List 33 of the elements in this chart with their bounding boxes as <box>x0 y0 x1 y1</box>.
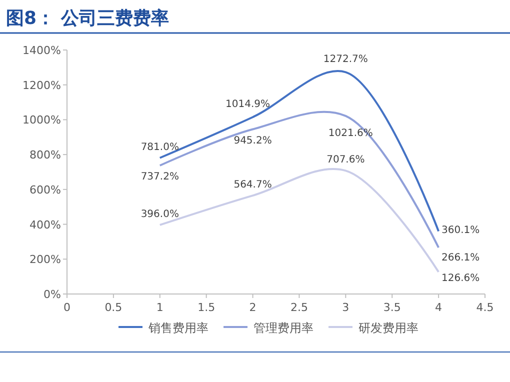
x-tick-label: 3 <box>342 301 350 314</box>
y-tick-label: 200% <box>30 253 61 266</box>
x-tick-label: 3.5 <box>383 301 401 314</box>
x-tick-label: 0.5 <box>104 301 122 314</box>
chart-title: 图8： 公司三费费率 <box>6 8 169 29</box>
y-tick-label: 1400% <box>22 44 61 57</box>
y-tick-label: 800% <box>30 148 61 162</box>
data-label: 126.6% <box>441 272 480 284</box>
y-tick-label: 0% <box>44 288 61 301</box>
legend-label: 研发费用率 <box>358 321 418 335</box>
y-tick-label: 1200% <box>22 78 61 92</box>
data-label: 360.1% <box>441 225 480 236</box>
data-label: 781.0% <box>140 142 179 153</box>
x-tick-label: 4 <box>435 301 442 314</box>
data-label: 945.2% <box>234 135 272 146</box>
x-tick-label: 4.5 <box>476 301 494 314</box>
legend-label: 销售费用率 <box>148 321 208 335</box>
data-label: 1272.7% <box>323 54 368 66</box>
x-tick-label: 2.5 <box>290 301 308 314</box>
data-label: 266.1% <box>441 252 480 264</box>
x-tick-label: 2 <box>249 301 256 314</box>
data-label: 1014.9% <box>226 99 270 110</box>
legend-label: 管理费用率 <box>254 321 314 335</box>
y-tick-label: 600% <box>30 183 61 196</box>
y-tick-label: 400% <box>30 218 61 232</box>
data-label: 707.6% <box>326 154 365 166</box>
x-tick-label: 0 <box>64 301 70 314</box>
data-label: 396.0% <box>140 208 179 220</box>
x-tick-label: 1.5 <box>198 301 216 314</box>
data-label: 737.2% <box>140 172 179 183</box>
y-tick-label: 1000% <box>22 114 61 127</box>
data-label: 564.7% <box>234 180 272 191</box>
x-tick-label: 1 <box>156 301 164 314</box>
